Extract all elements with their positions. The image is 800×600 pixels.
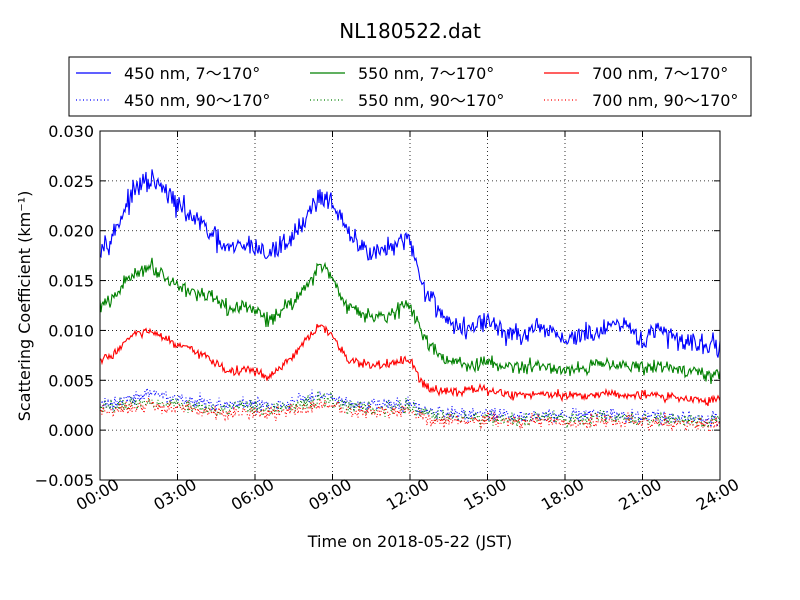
plot-area — [99, 169, 721, 433]
series-line — [99, 257, 721, 385]
legend-label: 700 nm, 7～170° — [592, 64, 728, 83]
series-line — [99, 169, 721, 358]
legend: 450 nm, 7～170° 550 nm, 7～170° 700 nm, 7～17… — [68, 56, 752, 117]
series-line — [99, 323, 721, 407]
y-axis-label: Scattering Coefficient (km⁻¹) — [15, 191, 34, 422]
legend-label: 450 nm, 7～170° — [124, 64, 260, 83]
y-tick-label: 0.005 — [48, 371, 94, 390]
y-tick-label: 0.000 — [48, 421, 94, 440]
chart-title: NL180522.dat — [339, 19, 481, 43]
legend-label: 450 nm, 90～170° — [124, 91, 270, 110]
grid-lines — [100, 131, 720, 480]
legend-label: 550 nm, 90～170° — [358, 91, 504, 110]
y-tick-label: 0.030 — [48, 122, 94, 141]
legend-box — [68, 56, 752, 117]
y-tick-label: 0.015 — [48, 272, 94, 291]
x-axis-label: Time on 2018-05-22 (JST) — [307, 532, 512, 551]
y-tick-label: −0.005 — [35, 471, 94, 490]
y-tick-label: 0.020 — [48, 222, 94, 241]
y-tick-label: 0.025 — [48, 172, 94, 191]
series-line — [99, 387, 721, 428]
y-tick-label: 0.010 — [48, 321, 94, 340]
legend-label: 700 nm, 90～170° — [592, 91, 738, 110]
legend-label: 550 nm, 7～170° — [358, 64, 494, 83]
